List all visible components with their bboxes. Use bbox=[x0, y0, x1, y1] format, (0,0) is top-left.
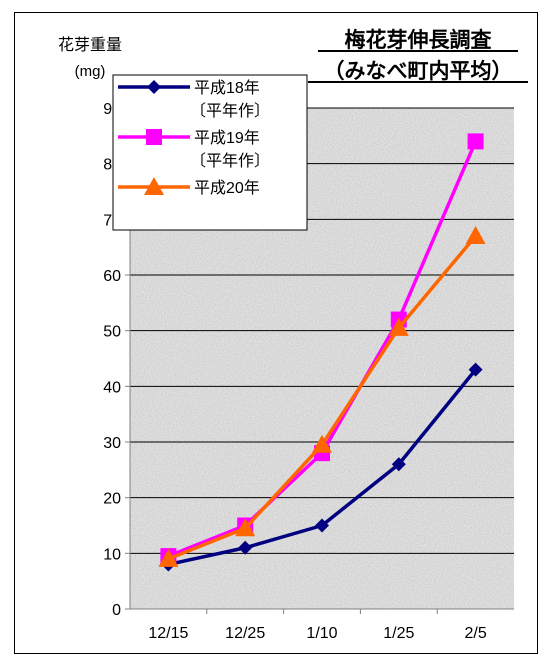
series-1-point bbox=[391, 457, 406, 472]
series-1-point bbox=[468, 362, 483, 377]
x-tick-label: 2/5 bbox=[464, 625, 486, 642]
legend-swatch-marker bbox=[147, 80, 161, 94]
x-tick-label: 12/25 bbox=[225, 625, 265, 642]
legend-label-sub: 〔平年作〕 bbox=[190, 152, 270, 170]
y-tick-label: 30 bbox=[103, 435, 121, 452]
legend-swatch-marker bbox=[146, 129, 162, 145]
series-3 bbox=[158, 226, 486, 567]
legend-swatch-marker bbox=[144, 177, 164, 195]
legend-box bbox=[112, 74, 308, 231]
y-tick-label: 0 bbox=[112, 602, 121, 619]
series-group bbox=[158, 133, 486, 572]
y-tick-label: 50 bbox=[103, 324, 121, 341]
y-tick-label: 40 bbox=[103, 379, 121, 396]
legend-label: 平成20年 bbox=[194, 179, 260, 197]
series-1-point bbox=[238, 540, 253, 555]
legend-label: 平成19年 bbox=[194, 129, 260, 147]
y-tick-label: 20 bbox=[103, 491, 121, 508]
series-3-point bbox=[465, 226, 486, 245]
series-1-point bbox=[315, 518, 329, 533]
legend-item-1: 平成18年〔平年作〕 bbox=[118, 79, 270, 120]
series-2-point bbox=[467, 133, 484, 150]
legend: 平成18年〔平年作〕平成19年〔平年作〕平成20年 bbox=[112, 74, 308, 231]
x-tick-label: 12/15 bbox=[148, 625, 188, 642]
y-axis-label-line1: 花芽重量 bbox=[58, 36, 122, 54]
series-3-point bbox=[158, 548, 179, 567]
chart-title-line2: （みなべ町内平均） bbox=[324, 59, 513, 83]
legend-label-sub: 〔平年作〕 bbox=[190, 102, 270, 120]
legend-item-2: 平成19年〔平年作〕 bbox=[118, 129, 270, 170]
y-tick-label: 10 bbox=[103, 546, 121, 563]
legend-label: 平成18年 bbox=[194, 79, 260, 97]
y-axis-label-line2: (mg) bbox=[75, 63, 106, 80]
series-3-point bbox=[388, 317, 409, 336]
x-tick-label: 1/25 bbox=[383, 625, 414, 642]
chart-title-line1: 梅花芽伸長調査 bbox=[345, 28, 492, 52]
x-tick-label: 1/10 bbox=[306, 625, 337, 642]
y-tick-label: 60 bbox=[103, 268, 121, 285]
x-tick-labels: 12/15 12/25 1/10 1/25 2/5 bbox=[148, 609, 487, 642]
legend-item-3: 平成20年 bbox=[118, 177, 260, 197]
series-3-point bbox=[312, 434, 332, 453]
series-3-point bbox=[235, 518, 256, 537]
